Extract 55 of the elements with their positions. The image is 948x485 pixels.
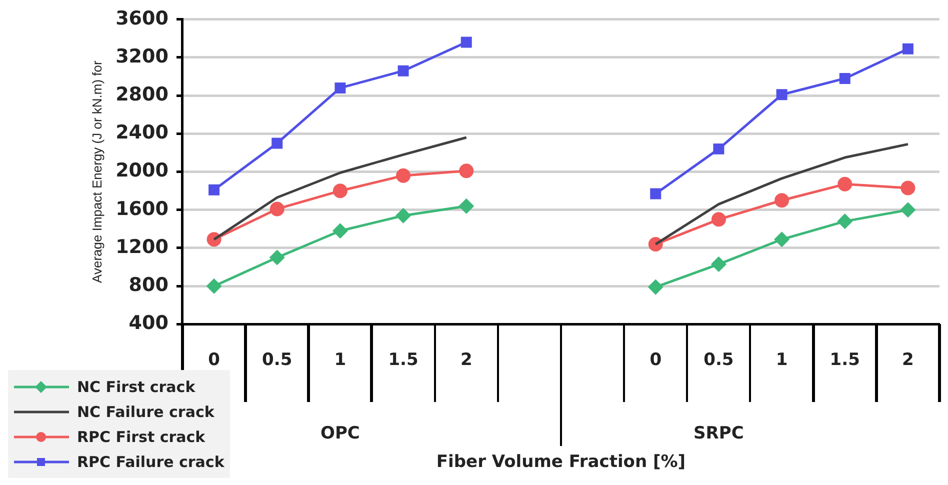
point — [838, 214, 852, 229]
point — [650, 188, 662, 200]
point — [460, 36, 472, 48]
point — [459, 164, 474, 178]
point — [711, 256, 726, 272]
point — [334, 82, 346, 94]
point — [396, 208, 411, 223]
x-tick-label: 0 — [208, 350, 220, 370]
point — [713, 143, 724, 154]
point — [270, 202, 284, 216]
point — [900, 202, 916, 218]
x-tick-label: 1 — [776, 350, 788, 370]
point — [332, 224, 348, 238]
point — [206, 278, 222, 294]
legend-label: NC Failure crack — [77, 402, 214, 420]
text: OPC — [320, 424, 360, 444]
y-tick-label: 3200 — [116, 45, 168, 68]
point — [270, 250, 284, 265]
y-tick-label: 1600 — [116, 198, 168, 220]
y-tick-label: 400 — [128, 312, 168, 334]
point — [272, 138, 283, 149]
point — [332, 184, 348, 198]
x-tick-label: 0 — [650, 350, 662, 370]
legend-label: RPC Failure crack — [77, 452, 224, 470]
point — [776, 89, 788, 100]
x-tick-label: 0.5 — [704, 350, 734, 370]
point — [902, 43, 914, 54]
x-tick-label: 0.5 — [262, 350, 292, 370]
point — [648, 280, 663, 294]
point — [838, 176, 852, 192]
legend-label: NC First crack — [77, 378, 196, 396]
point — [396, 168, 411, 183]
y-tick-label: 2800 — [116, 84, 168, 106]
point — [774, 193, 790, 208]
y-tick-label: 1200 — [116, 236, 168, 258]
y-tick-label: 2000 — [116, 160, 168, 182]
x-axis-title: Fiber Volume Fraction [%] — [436, 452, 686, 472]
point — [839, 72, 850, 84]
x-tick-label: 1 — [334, 350, 346, 370]
point — [900, 180, 916, 196]
point — [208, 184, 220, 196]
x-tick-label: 1.5 — [388, 350, 418, 370]
point — [711, 212, 726, 227]
legend-label: RPC First crack — [77, 428, 206, 446]
y-axis-title: Average Impact Energy (J or kN.m) for — [89, 60, 104, 283]
x-tick-label: 2 — [902, 350, 914, 370]
y-tick-label: 800 — [128, 274, 168, 296]
y-tick-label: 3600 — [116, 7, 168, 30]
x-tick-label: 1.5 — [830, 350, 860, 370]
point — [459, 198, 474, 214]
text: SRPC — [694, 424, 744, 444]
x-tick-label: 2 — [460, 350, 472, 370]
y-tick-label: 2400 — [116, 122, 168, 144]
point — [774, 232, 790, 247]
point — [398, 65, 409, 76]
